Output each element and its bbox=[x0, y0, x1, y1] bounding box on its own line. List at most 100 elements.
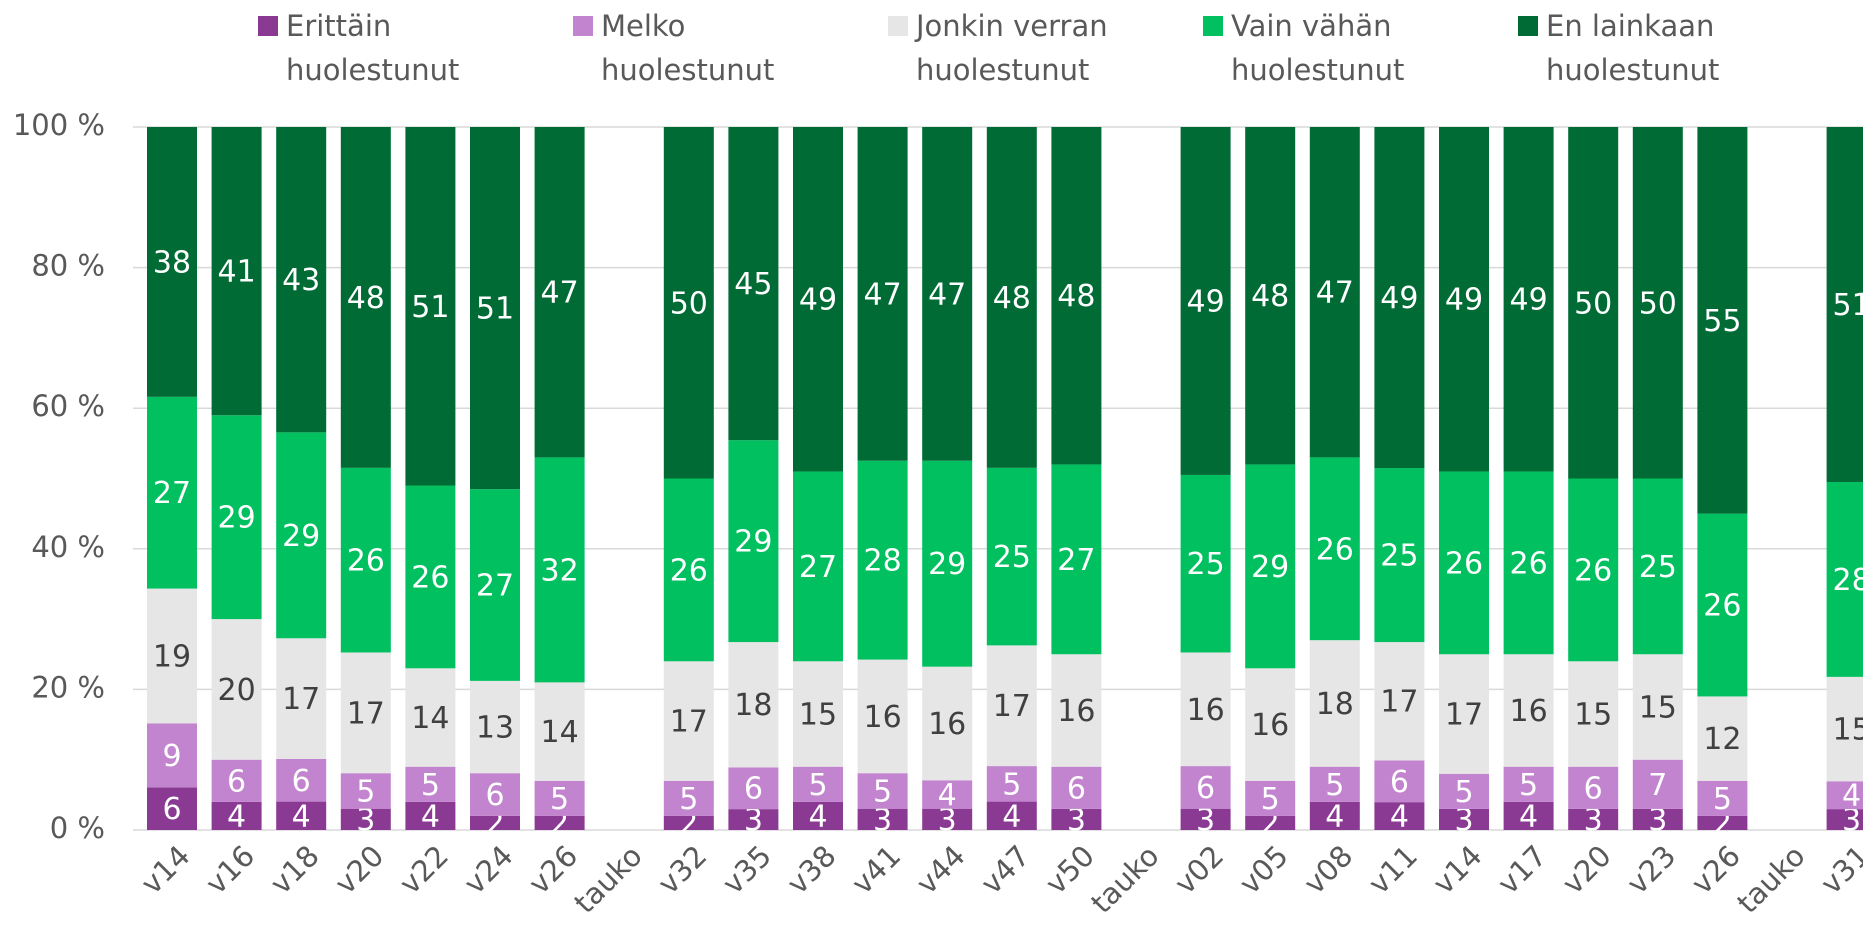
bar-segment bbox=[1245, 780, 1296, 816]
bar-segment bbox=[793, 127, 843, 472]
value-label: 29 bbox=[928, 547, 966, 582]
value-label: 14 bbox=[541, 715, 579, 750]
value-label: 4 bbox=[227, 799, 246, 834]
bar-segment bbox=[1503, 766, 1554, 802]
value-label: 5 bbox=[550, 782, 569, 817]
value-label: 17 bbox=[1380, 685, 1418, 720]
value-label: 25 bbox=[1639, 550, 1677, 585]
value-label: 26 bbox=[670, 553, 708, 588]
legend-swatch bbox=[258, 16, 278, 36]
bar-segment bbox=[1309, 127, 1360, 458]
value-label: 47 bbox=[864, 277, 902, 312]
value-label: 48 bbox=[1251, 279, 1289, 314]
legend-item: Jonkin verran huolestunut bbox=[888, 4, 1203, 92]
bar-segment bbox=[663, 478, 714, 662]
value-label: 5 bbox=[679, 782, 698, 817]
value-label: 55 bbox=[1703, 304, 1741, 339]
value-label: 3 bbox=[1454, 803, 1473, 838]
value-label: 18 bbox=[1316, 687, 1354, 722]
value-label: 25 bbox=[1187, 547, 1225, 582]
y-tick-label: 60 % bbox=[31, 389, 105, 423]
x-tick-label: v47 bbox=[974, 839, 1036, 901]
value-label: 3 bbox=[744, 803, 763, 838]
bar-segment bbox=[922, 808, 973, 830]
value-label: 32 bbox=[541, 553, 579, 588]
bar-segment bbox=[1439, 808, 1489, 830]
bar-segment bbox=[1051, 808, 1102, 830]
legend-swatch bbox=[1203, 16, 1223, 36]
bar-segment bbox=[922, 666, 973, 781]
value-label: 45 bbox=[734, 267, 772, 302]
value-label: 4 bbox=[1325, 799, 1344, 834]
value-label: 5 bbox=[873, 774, 892, 809]
bar-segment bbox=[211, 415, 262, 620]
value-label: 29 bbox=[282, 519, 320, 554]
bar-segment bbox=[340, 467, 391, 653]
value-label: 16 bbox=[1510, 694, 1548, 729]
value-label: 6 bbox=[485, 778, 504, 813]
bar-segment bbox=[1051, 766, 1102, 809]
bar-segment bbox=[986, 127, 1037, 468]
value-label: 27 bbox=[1057, 543, 1095, 578]
value-label: 6 bbox=[1584, 771, 1603, 806]
bar-segment bbox=[1374, 642, 1425, 761]
legend-label: Jonkin verran huolestunut bbox=[916, 9, 1108, 87]
value-label: 47 bbox=[541, 276, 579, 311]
value-label: 29 bbox=[1251, 550, 1289, 585]
bar-segment bbox=[922, 127, 973, 461]
bar-segment bbox=[986, 467, 1037, 646]
legend-swatch bbox=[1518, 16, 1538, 36]
bar-segment bbox=[534, 815, 585, 830]
value-label: 15 bbox=[1639, 690, 1677, 725]
bar-segment bbox=[405, 485, 456, 669]
legend-swatch bbox=[888, 16, 908, 36]
value-label: 5 bbox=[1261, 782, 1280, 817]
bar-segment bbox=[470, 127, 520, 490]
value-label: 50 bbox=[670, 286, 708, 321]
bar-segment bbox=[728, 809, 779, 830]
bar-segment bbox=[147, 723, 197, 788]
bar-segment bbox=[1826, 481, 1863, 677]
bar-segment bbox=[534, 682, 585, 781]
value-label: 19 bbox=[153, 640, 191, 675]
bar-segment bbox=[1245, 668, 1296, 781]
bar-segment bbox=[276, 801, 327, 830]
legend: Erittäin huolestunut Melko huolestunut Jon… bbox=[258, 4, 1833, 92]
x-tick-label: v14 bbox=[1426, 839, 1488, 901]
value-label: 50 bbox=[1639, 286, 1677, 321]
bar-segment bbox=[1180, 652, 1231, 767]
value-label: 26 bbox=[1445, 546, 1483, 581]
bar-segment bbox=[211, 759, 262, 802]
value-label: 4 bbox=[1002, 799, 1021, 834]
value-label: 5 bbox=[808, 768, 827, 803]
value-label: 5 bbox=[1454, 775, 1473, 810]
x-tick-label: v18 bbox=[264, 839, 326, 901]
bar-segment bbox=[1503, 801, 1554, 830]
value-label: 16 bbox=[1057, 694, 1095, 729]
bar-segment bbox=[793, 801, 843, 830]
bar-segment bbox=[405, 766, 456, 802]
value-label: 48 bbox=[347, 281, 385, 316]
x-tick-label: v44 bbox=[910, 839, 972, 901]
value-label: 4 bbox=[1390, 800, 1409, 835]
value-label: 7 bbox=[1648, 768, 1667, 803]
bar-segment bbox=[1826, 676, 1863, 782]
bar-segment bbox=[663, 661, 714, 781]
bar-segment bbox=[1051, 654, 1102, 767]
value-label: 6 bbox=[227, 764, 246, 799]
bar-segment bbox=[1568, 127, 1619, 479]
x-tick-label: v17 bbox=[1491, 839, 1553, 901]
bar-segment bbox=[147, 787, 197, 830]
bar-segment bbox=[470, 489, 520, 681]
bar-segment bbox=[1503, 471, 1554, 655]
value-label: 3 bbox=[1648, 803, 1667, 838]
value-label: 49 bbox=[1380, 281, 1418, 316]
legend-item: Vain vähän huolestunut bbox=[1203, 4, 1518, 92]
bar-segment bbox=[1051, 464, 1102, 655]
x-tick-label: tauko bbox=[1084, 839, 1165, 920]
bar-segment bbox=[1632, 127, 1683, 479]
legend-item: Erittäin huolestunut bbox=[258, 4, 573, 92]
bar-segment bbox=[405, 801, 456, 830]
value-label: 16 bbox=[1187, 693, 1225, 728]
bar-segment bbox=[1503, 654, 1554, 767]
